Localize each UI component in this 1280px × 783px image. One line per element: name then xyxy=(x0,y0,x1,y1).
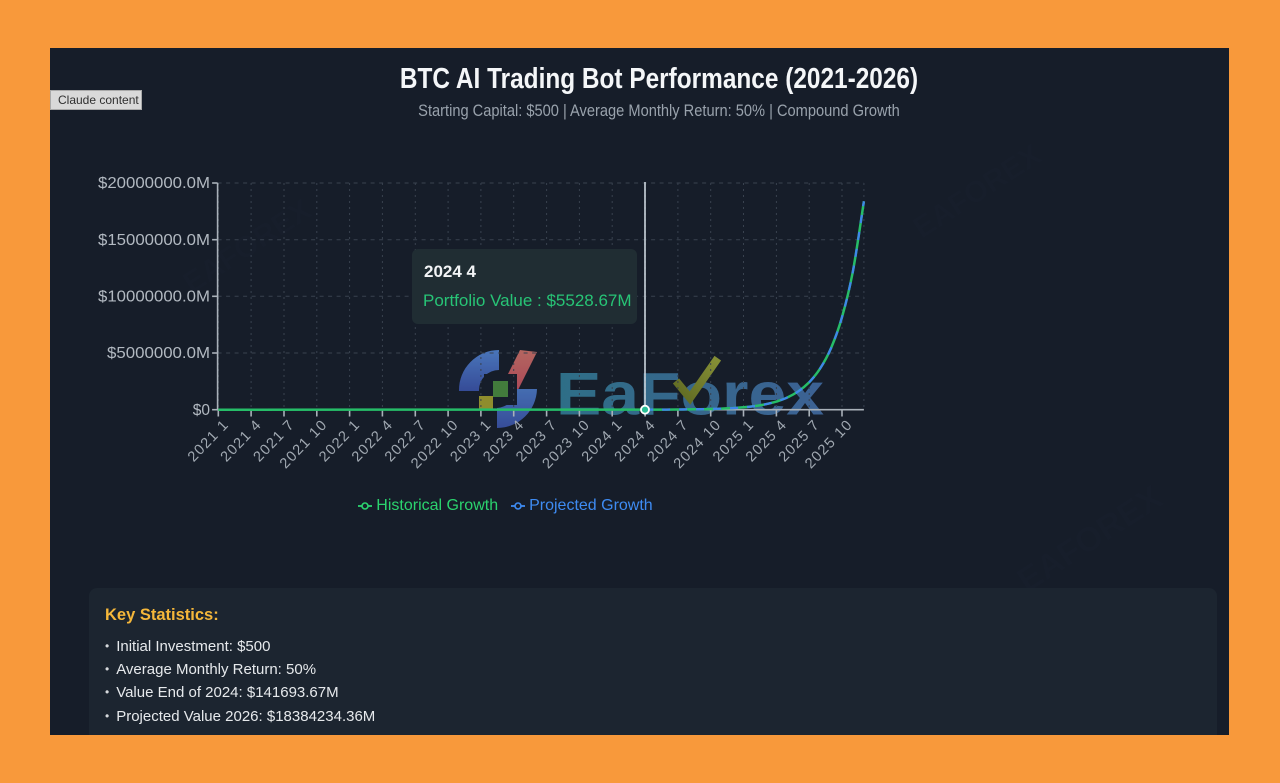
svg-text:$0: $0 xyxy=(193,402,211,419)
svg-text:$5000000.0M: $5000000.0M xyxy=(107,345,210,362)
svg-text:$15000000.0M: $15000000.0M xyxy=(98,232,210,249)
svg-text:$10000000.0M: $10000000.0M xyxy=(98,289,210,306)
svg-text:$20000000.0M: $20000000.0M xyxy=(98,175,210,192)
